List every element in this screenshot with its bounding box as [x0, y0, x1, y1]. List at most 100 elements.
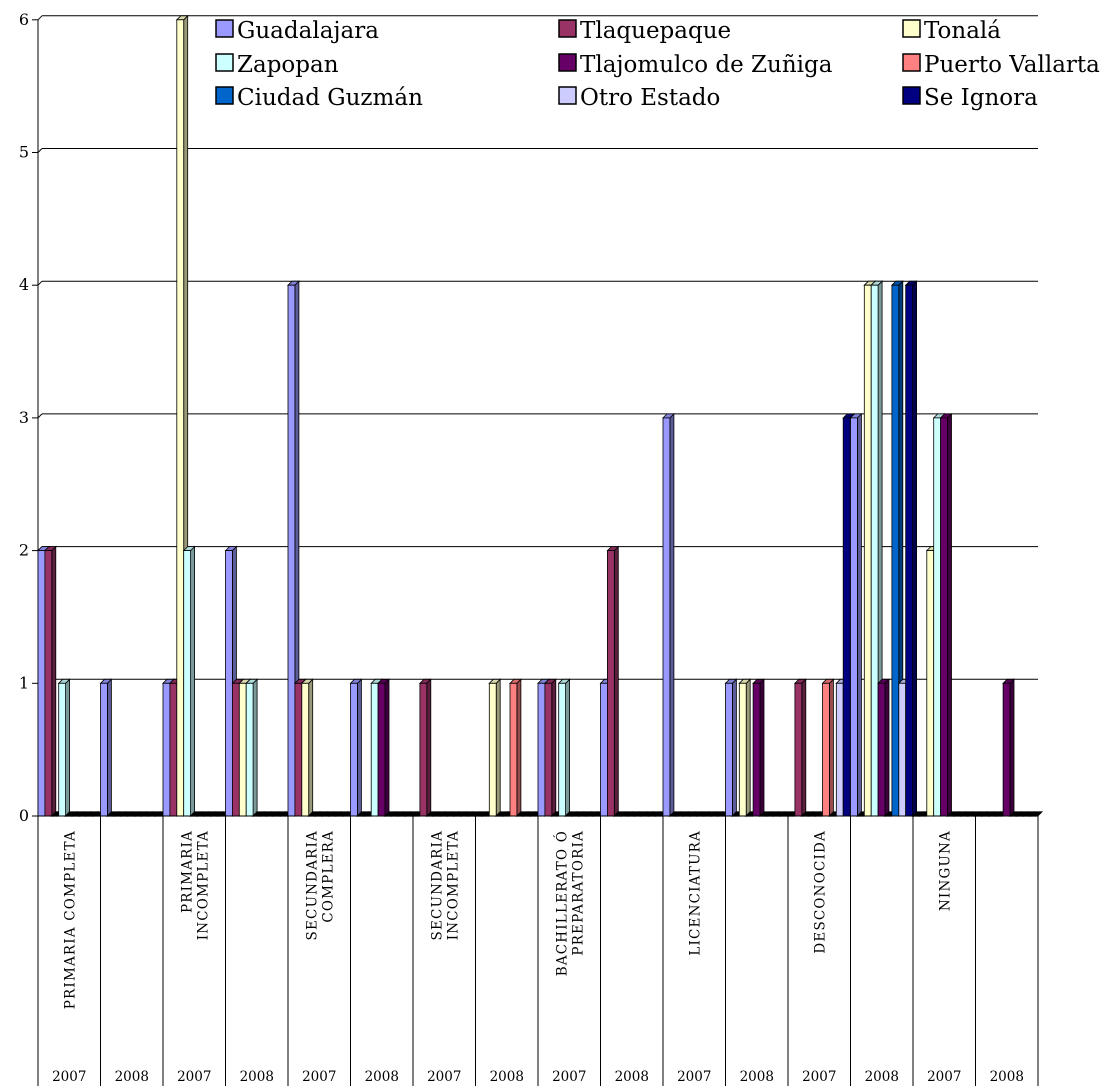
y-tick-diagonal: [37, 15, 43, 21]
legend-item: Otro Estado: [558, 85, 720, 111]
year-label: 2007: [677, 1069, 711, 1085]
bar: [377, 678, 390, 817]
legend-swatch: [558, 19, 577, 38]
legend-label: Zapopan: [237, 52, 339, 78]
bar: [738, 678, 752, 817]
legend-swatch: [215, 19, 234, 38]
bar-front: [169, 682, 178, 817]
y-tick-label: 0: [19, 806, 29, 825]
bar-side: [947, 412, 952, 817]
year-label: 2007: [927, 1069, 961, 1085]
bar: [793, 678, 807, 817]
bar-side: [669, 412, 675, 817]
x-axis: 2007 2008 PRIMARIA COMPLETA 2007 2008 PRIMARI…: [37, 811, 1039, 1086]
bar: [99, 678, 113, 817]
legend-label: Otro Estado: [580, 85, 720, 111]
bar-front: [294, 682, 303, 817]
bar-front: [419, 682, 428, 817]
legend-item: Tonalá: [902, 18, 1001, 44]
category-label: PRIMARIA COMPLETA: [62, 830, 78, 1009]
bar-front: [238, 682, 247, 817]
bar-front: [905, 284, 914, 817]
bar-front: [58, 682, 67, 817]
bar-front: [44, 550, 53, 817]
legend-swatch: [558, 53, 577, 72]
bar-front: [877, 682, 886, 817]
bar-side: [884, 678, 890, 817]
year-label: 2007: [52, 1069, 86, 1085]
y-tick-diagonal: [37, 280, 43, 286]
bar-front: [842, 417, 851, 817]
bar: [724, 678, 738, 817]
bar: [509, 678, 522, 817]
bar-front: [933, 417, 942, 817]
bar-side: [829, 678, 834, 817]
y-tick-label: 2: [19, 541, 29, 560]
legend-label: Ciudad Guzmán: [237, 85, 423, 111]
legend-swatch: [902, 53, 921, 72]
y-tick-diagonal: [37, 148, 43, 153]
year-label: 2007: [177, 1069, 211, 1085]
category-label: PRIMARIA: [179, 830, 195, 913]
bar-side: [565, 678, 570, 817]
bar: [939, 412, 953, 817]
category-label: SECUNDARIA: [429, 830, 445, 940]
legend-label: Tlajomulco de Zuñiga: [580, 52, 833, 78]
bar-front: [898, 682, 907, 817]
bar: [1002, 678, 1015, 817]
legend-item: Guadalajara: [215, 18, 379, 44]
bar-side: [801, 678, 807, 817]
category-label: COMPLERA: [320, 830, 336, 923]
bar-front: [822, 682, 830, 817]
bar-front: [100, 682, 108, 817]
bar-front: [725, 682, 733, 817]
bar-side: [51, 545, 57, 817]
bar-front: [370, 682, 379, 817]
bar-front: [176, 19, 185, 817]
bar-front: [794, 682, 803, 817]
year-label: 2008: [990, 1069, 1024, 1085]
bar-side: [745, 678, 751, 817]
category-label: DESCONOCIDA: [812, 830, 828, 954]
y-tick-label: 4: [19, 275, 29, 294]
bar: [752, 678, 765, 817]
bar-side: [551, 678, 557, 817]
category-label: LICENCIATURA: [687, 830, 703, 956]
bar-front: [537, 682, 546, 817]
bar-side: [308, 678, 314, 817]
y-tick-label: 3: [19, 408, 29, 427]
bar-front: [891, 284, 900, 817]
bar: [877, 678, 890, 817]
legend-label: Tlaquepaque: [580, 18, 731, 44]
y-tick-label: 6: [19, 10, 29, 29]
bar-side: [384, 678, 390, 817]
y-tick-label: 5: [19, 143, 29, 162]
bar-front: [600, 682, 608, 817]
bar-side: [495, 678, 501, 817]
bar-front: [183, 550, 191, 817]
category-label: INCOMPLETA: [445, 830, 461, 940]
bar: [349, 678, 363, 817]
y-tick-label: 1: [19, 673, 29, 692]
year-label: 2008: [490, 1069, 524, 1085]
legend-swatch: [215, 53, 234, 72]
bar-front: [544, 682, 553, 817]
bar-side: [107, 678, 112, 817]
bar-side: [732, 678, 737, 817]
year-label: 2008: [240, 1069, 274, 1085]
bar-front: [662, 417, 671, 817]
bar: [543, 678, 557, 817]
bar: [821, 678, 835, 817]
bar-side: [1009, 678, 1015, 817]
bar-side: [516, 678, 522, 817]
bar-front: [1002, 682, 1011, 817]
bar-front: [509, 682, 518, 817]
year-label: 2007: [427, 1069, 461, 1085]
bar: [245, 678, 259, 817]
legend-item: Se Ignora: [902, 85, 1038, 111]
bar-side: [426, 678, 432, 817]
bar-front: [863, 284, 872, 817]
bar-front: [850, 417, 858, 817]
